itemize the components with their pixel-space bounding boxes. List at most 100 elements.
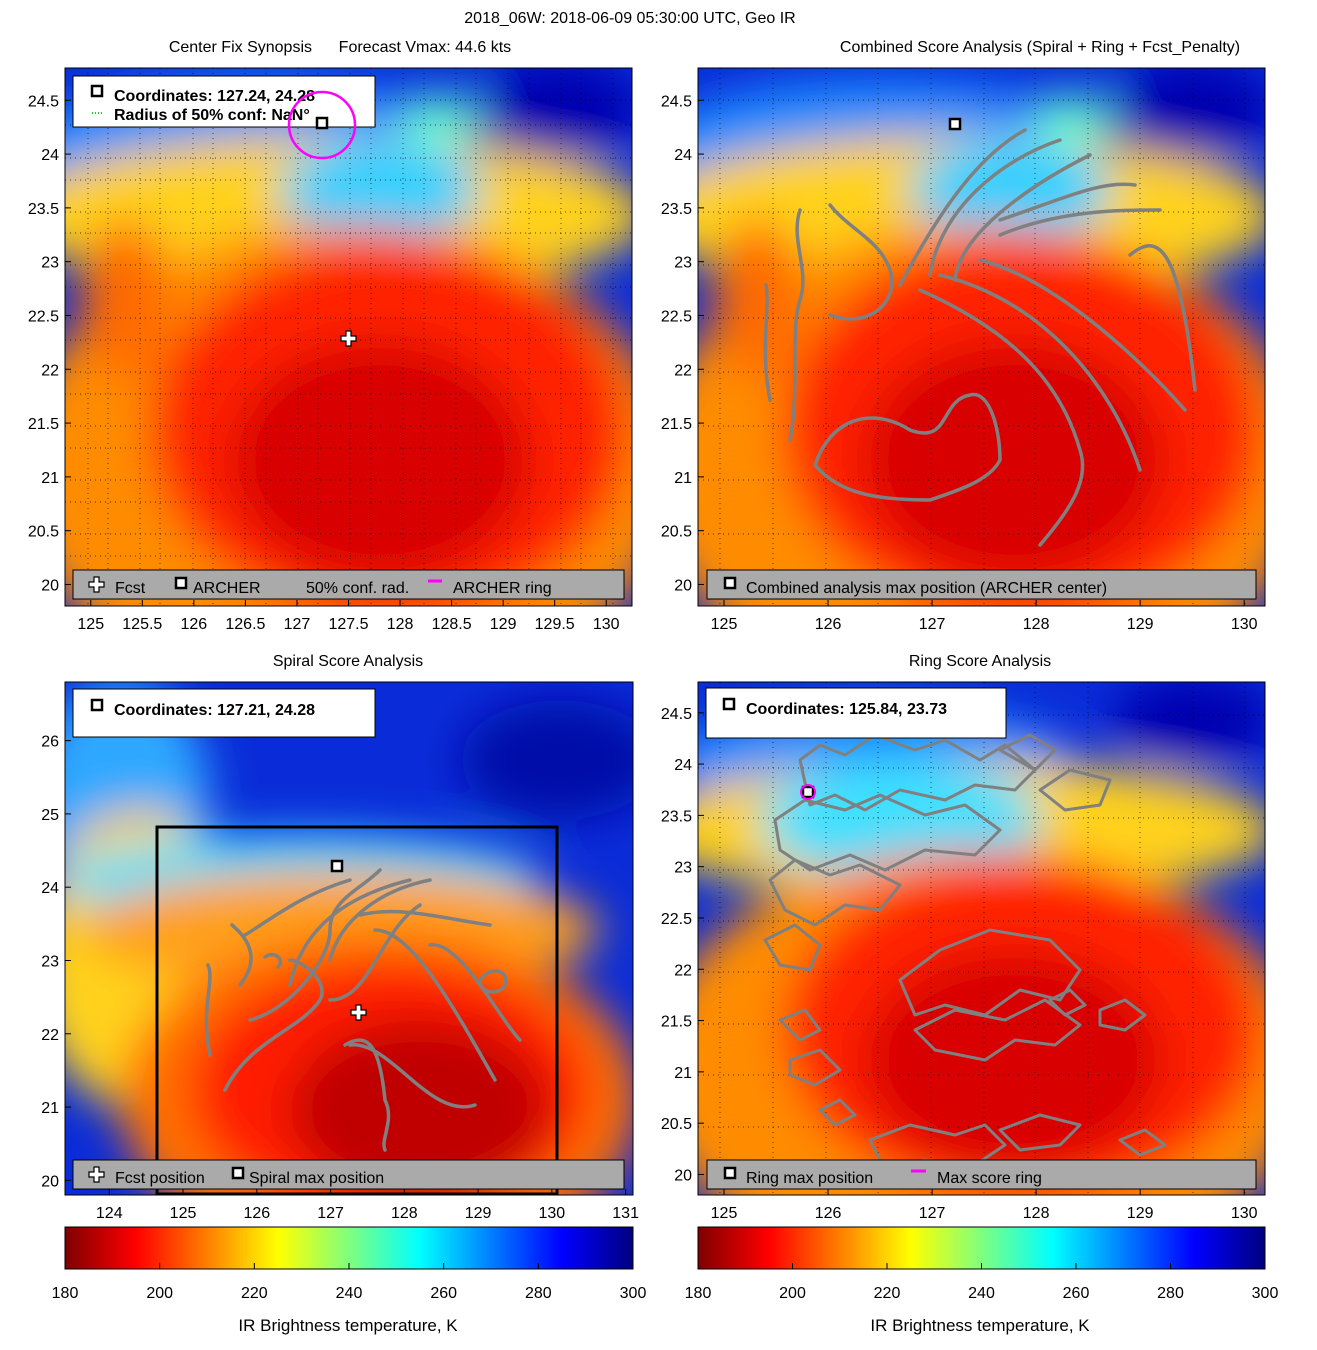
x-tick-label: 130 — [539, 1205, 566, 1222]
x-tick-label: 128 — [1023, 616, 1050, 633]
x-tick-label: 128.5 — [432, 616, 472, 633]
y-tick-label: 21 — [674, 1065, 692, 1082]
panel-ring: Ring Score Analysis — [661, 653, 1266, 1222]
legend: Fcst ARCHER 50% conf. rad. ARCHER ring — [72, 569, 625, 600]
colorbar-tick-label: 260 — [430, 1285, 457, 1302]
colorbar-right: 180 200 220 240 260 280 300 IR Brightness temp… — [685, 1226, 1279, 1335]
ir-image — [65, 68, 632, 606]
y-tick-label: 24.5 — [661, 706, 692, 723]
y-tick-label: 21.5 — [661, 1014, 692, 1031]
ring-max-marker — [801, 785, 815, 799]
x-tick-label: 125 — [170, 1205, 197, 1222]
x-tick-label: 129 — [1127, 1205, 1154, 1222]
y-tick-label: 21 — [41, 470, 59, 487]
y-tick-label: 20 — [674, 1167, 692, 1184]
colorbar-tick-label: 260 — [1063, 1285, 1090, 1302]
archer-center-marker — [948, 117, 962, 131]
panel-title: Spiral Score Analysis — [273, 653, 423, 670]
y-tick-label: 20 — [41, 1173, 59, 1190]
figure-title: 2018_06W: 2018-06-09 05:30:00 UTC, Geo I… — [464, 10, 795, 27]
y-tick-label: 23 — [674, 255, 692, 272]
x-tick-label: 130 — [593, 616, 620, 633]
legend: Ring max position Max score ring — [706, 1159, 1257, 1190]
x-tick-label: 128 — [387, 616, 414, 633]
panel-title: Combined Score Analysis (Spiral + Ring +… — [840, 39, 1240, 56]
info-box: Coordinates: 127.21, 24.28 — [72, 688, 376, 738]
legend: Fcst position Spiral max position — [72, 1159, 625, 1190]
info-box: Coordinates: 127.24, 24.28 Radius of 50%… — [72, 75, 376, 128]
legend-conf-rad: 50% conf. rad. — [306, 580, 409, 597]
colorbar-label: IR Brightness temperature, K — [870, 1316, 1090, 1335]
legend: Combined analysis max position (ARCHER c… — [706, 569, 1257, 600]
y-tick-label: 24 — [674, 147, 692, 164]
legend-archer: ARCHER — [193, 580, 261, 597]
search-box — [155, 825, 559, 1196]
max-score-ring — [800, 784, 816, 800]
y-tick-label: 23 — [41, 953, 59, 970]
x-tick-label: 129.5 — [535, 616, 575, 633]
y-tick-label: 21.5 — [661, 416, 692, 433]
x-tick-label: 126 — [815, 1205, 842, 1222]
colorbar-tick-label: 300 — [1252, 1285, 1279, 1302]
colorbar-tick-label: 280 — [525, 1285, 552, 1302]
spiral-max-marker — [330, 859, 344, 873]
colorbar-label: IR Brightness temperature, K — [238, 1316, 458, 1335]
fcst-marker — [340, 330, 357, 347]
colorbar-tick-label: 220 — [241, 1285, 268, 1302]
y-tick-label: 21 — [674, 470, 692, 487]
x-tick-label: 126 — [243, 1205, 270, 1222]
y-tick-label: 21.5 — [28, 416, 59, 433]
x-tick-label: 125.5 — [122, 616, 162, 633]
panel-title: Ring Score Analysis — [909, 653, 1051, 670]
y-tick-label: 24 — [41, 880, 59, 897]
x-tick-label: 126 — [815, 616, 842, 633]
archer-center-marker — [315, 116, 329, 130]
x-tick-label: 131 — [612, 1205, 639, 1222]
colorbar-tick-label: 240 — [336, 1285, 363, 1302]
ring-contours — [763, 733, 1167, 1172]
panel-synopsis: Center Fix Synopsis Forecast Vmax: 44.6 … — [28, 39, 633, 633]
spiral-contours — [763, 128, 1197, 547]
y-tick-label: 20.5 — [661, 524, 692, 541]
y-tick-label: 22.5 — [28, 308, 59, 325]
legend-spiral-max: Spiral max position — [249, 1170, 384, 1187]
x-tick-label: 129 — [1127, 616, 1154, 633]
y-tick-label: 24 — [41, 147, 59, 164]
colorbar-tick-label: 240 — [968, 1285, 995, 1302]
x-tick-label: 128 — [1023, 1205, 1050, 1222]
ring-max-legend-icon — [723, 1166, 737, 1180]
y-tick-label: 23.5 — [28, 201, 59, 218]
fcst-legend-icon — [88, 576, 105, 593]
panel-combined: Combined Score Analysis (Spiral + Ring +… — [661, 39, 1266, 633]
legend-combined-max: Combined analysis max position (ARCHER c… — [746, 580, 1107, 597]
confidence-radius-text: Radius of 50% conf: NaN° — [114, 107, 310, 124]
x-tick-label: 127 — [919, 616, 946, 633]
y-tick-label: 20.5 — [661, 1116, 692, 1133]
colorbar-tick-label: 200 — [779, 1285, 806, 1302]
y-tick-label: 25 — [41, 807, 59, 824]
legend-max-score-ring: Max score ring — [937, 1170, 1042, 1187]
spiral-marker-icon — [90, 698, 104, 712]
colorbar-tick-label: 300 — [620, 1285, 647, 1302]
y-tick-label: 22 — [674, 362, 692, 379]
colorbar-tick-label: 200 — [146, 1285, 173, 1302]
colorbar-left: 180 200 220 240 260 280 300 IR Brightness temp… — [52, 1226, 647, 1335]
y-tick-label: 20 — [674, 577, 692, 594]
x-tick-label: 126 — [181, 616, 208, 633]
y-tick-label: 22 — [41, 1027, 59, 1044]
fcst-marker — [350, 1004, 367, 1021]
y-tick-label: 23 — [41, 255, 59, 272]
x-tick-label: 125 — [77, 616, 104, 633]
colorbar-tick-label: 220 — [874, 1285, 901, 1302]
y-tick-label: 20 — [41, 577, 59, 594]
archer-marker-icon — [90, 84, 104, 98]
colorbar-tick-label: 180 — [685, 1285, 712, 1302]
spiral-legend-icon — [231, 1166, 245, 1180]
coordinates-text: Coordinates: 127.24, 24.28 — [114, 88, 315, 105]
y-tick-label: 23 — [674, 860, 692, 877]
legend-fcst-position: Fcst position — [115, 1170, 205, 1187]
ring-marker-icon — [722, 697, 736, 711]
fcst-legend-icon — [88, 1166, 105, 1183]
x-tick-label: 130 — [1231, 1205, 1258, 1222]
